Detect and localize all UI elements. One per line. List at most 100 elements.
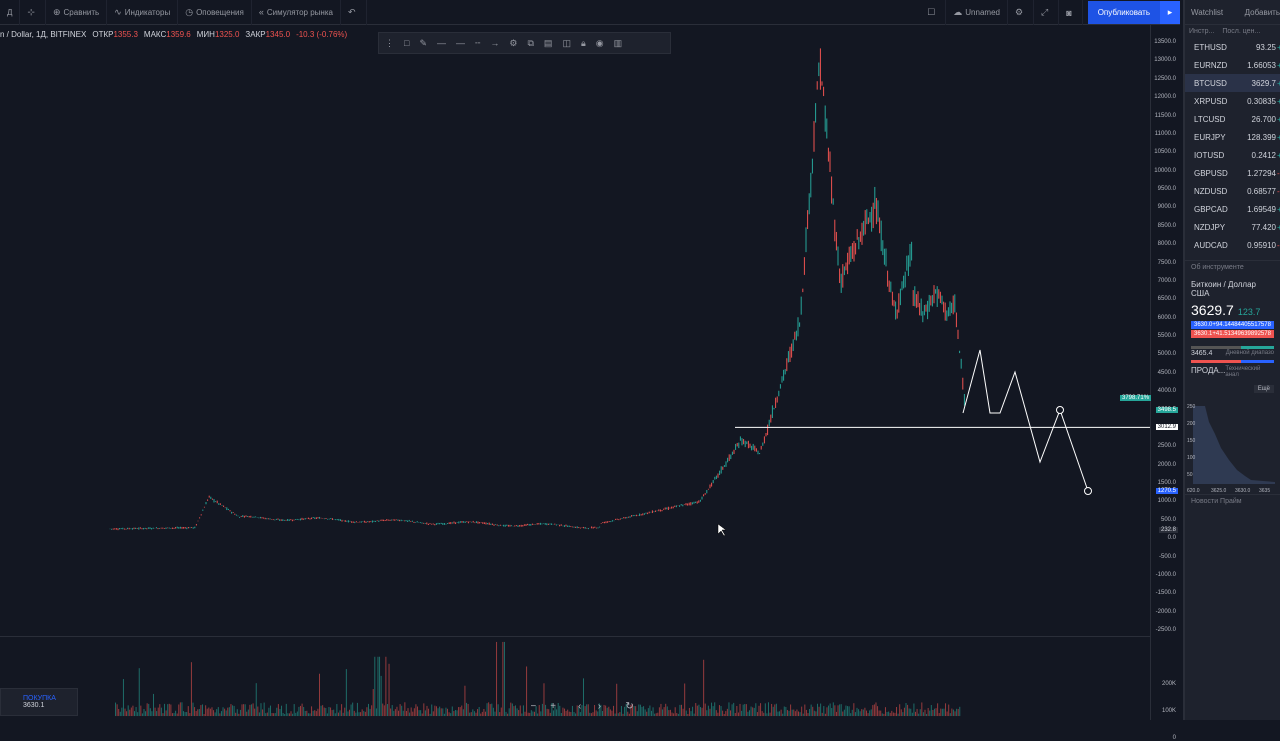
- drawing-handle[interactable]: [1056, 406, 1064, 414]
- drawing-toolbar: ⋮ □ ✎ — — ╌ → ⚙ ⧉ ▤ ◫ 🔒︎ ◉ ▥: [378, 32, 671, 54]
- watchlist-header: Watchlist Добавить: [1185, 0, 1280, 25]
- row-price: 93.25: [1255, 42, 1276, 52]
- fullscreen-icon[interactable]: ⤢: [1034, 0, 1060, 25]
- play-icon[interactable]: ▸: [1160, 1, 1180, 24]
- price-tick: 9000.0: [1157, 204, 1176, 211]
- plus-circle-icon: ⊕: [52, 6, 61, 17]
- line-dash-icon[interactable]: ╌: [474, 37, 481, 48]
- arrow-line-icon[interactable]: →: [490, 38, 500, 48]
- template-icon[interactable]: ⊹: [20, 0, 46, 25]
- depth-tick: 200: [1187, 421, 1196, 427]
- row-price: 0.30835: [1247, 96, 1276, 106]
- drag-handle-icon[interactable]: ⋮: [385, 37, 394, 48]
- watchlist-row[interactable]: GBPCAD 1.69549+0.0: [1185, 200, 1280, 218]
- lock-icon[interactable]: 🔒︎: [580, 37, 586, 48]
- close-label: ЗАКР: [245, 30, 266, 39]
- price-tick: -500.0: [1158, 553, 1176, 560]
- depth-x-tick: 3635: [1259, 488, 1270, 494]
- row-symbol: EURNZD: [1194, 60, 1228, 70]
- watchlist-row[interactable]: GBPUSD 1.27294-0.0: [1185, 164, 1280, 182]
- camera-icon[interactable]: ◙: [1059, 0, 1083, 25]
- visibility-icon[interactable]: ◫: [562, 37, 571, 48]
- settings-icon[interactable]: ⚙: [1008, 0, 1035, 25]
- row-change: +1: [1277, 114, 1280, 124]
- cloud-icon: ☁: [953, 7, 963, 17]
- watchlist-row[interactable]: EURNZD 1.66053+0.0: [1185, 56, 1280, 74]
- rectangle-icon[interactable]: □: [404, 38, 410, 48]
- pencil-icon[interactable]: ✎: [419, 37, 427, 48]
- price-tick: -2000.0: [1155, 608, 1176, 615]
- last-change: 123.7: [1237, 307, 1261, 317]
- row-price: 77.420: [1251, 222, 1276, 232]
- chart-legend: n / Dollar, 1Д, BITFINEX ОТКР1355.3 МАКС…: [0, 30, 347, 44]
- chart-nav-icon[interactable]: −: [531, 701, 537, 712]
- more-button[interactable]: Ещё: [1253, 385, 1274, 393]
- watchlist-row[interactable]: BTCUSD 3629.7+1: [1185, 74, 1280, 92]
- price-tick: -1000.0: [1155, 571, 1176, 578]
- row-symbol: AUDCAD: [1194, 240, 1228, 250]
- news-header[interactable]: Новости Прайм: [1185, 494, 1280, 508]
- price-tick: 1500.0: [1157, 480, 1176, 486]
- chart-nav-icon[interactable]: +: [550, 701, 556, 712]
- volume-pane[interactable]: − + ‹ › ↻: [0, 636, 1150, 720]
- price-axis[interactable]: 13500.0 13000.0 12500.0 12000.0 11500.0 11000…: [1150, 25, 1180, 741]
- watchlist-row[interactable]: ETHUSD 93.25 +: [1185, 38, 1280, 56]
- price-tick: 12000.0: [1154, 94, 1176, 101]
- row-change: -0.0: [1277, 240, 1280, 250]
- clone-icon[interactable]: ⧉: [527, 37, 534, 48]
- drawing-handle[interactable]: [1084, 487, 1092, 495]
- replay-button[interactable]: «Симулятор рынка: [252, 0, 341, 25]
- watchlist-row[interactable]: NZDUSD 0.68577-0.0: [1185, 182, 1280, 200]
- range-bar-bottom: [1191, 360, 1274, 363]
- change-value: -10.3 (-0.76%): [296, 30, 348, 39]
- watchlist-row[interactable]: NZDJPY 77.420+0: [1185, 218, 1280, 236]
- row-change: +0.0: [1277, 60, 1280, 70]
- high-value: 1359.6: [166, 30, 191, 39]
- price-tick: 12500.0: [1154, 75, 1176, 82]
- publish-button[interactable]: Опубликовать: [1087, 1, 1160, 24]
- depth-tick: 50: [1187, 472, 1193, 478]
- watchlist-row[interactable]: IOTUSD 0.2412+0.0: [1185, 146, 1280, 164]
- row-price: 128.399: [1247, 132, 1276, 142]
- watchlist-title[interactable]: Watchlist: [1191, 7, 1224, 17]
- tech-label[interactable]: Технический анал: [1225, 366, 1261, 378]
- indicators-button[interactable]: ∿ Индикаторы: [107, 0, 179, 25]
- gear-icon[interactable]: ⚙: [509, 37, 518, 48]
- row-symbol: EURJPY: [1194, 132, 1226, 142]
- col-price[interactable]: Посл. цен...: [1222, 28, 1261, 35]
- layers-icon[interactable]: ▤: [543, 37, 553, 48]
- zigzag-projection-drawing[interactable]: [962, 349, 1089, 492]
- layout-checkbox[interactable]: ☐: [920, 0, 947, 25]
- price-chart[interactable]: [0, 25, 1150, 635]
- chart-nav-icon[interactable]: ↻: [625, 701, 633, 712]
- about-header[interactable]: Об инструменте: [1185, 260, 1280, 274]
- buy-order-button[interactable]: ПОКУПКА 3630.1: [0, 688, 78, 716]
- row-symbol: NZDJPY: [1194, 222, 1226, 232]
- layout-name-button[interactable]: ☁ Unnamed: [946, 0, 1008, 25]
- ask-quote: 3630.1+41.51349639892578: [1191, 330, 1274, 338]
- interval-button[interactable]: Д: [0, 0, 21, 25]
- alerts-button[interactable]: ◷ Оповещения: [178, 0, 252, 25]
- trash-icon[interactable]: ▥: [613, 37, 623, 48]
- watchlist-row[interactable]: XRPUSD 0.30835+0.0: [1185, 92, 1280, 110]
- buy-label: ПОКУПКА: [23, 695, 56, 702]
- sell-label: ПРОДА...: [1191, 366, 1226, 375]
- line-width-icon[interactable]: —: [455, 38, 465, 48]
- topbar-right: ☐ ☁ Unnamed ⚙ ⤢ ◙ Опубликовать ▸: [920, 0, 1180, 25]
- chart-nav-icon[interactable]: ›: [598, 701, 601, 712]
- watchlist-row[interactable]: LTCUSD 26.700+1: [1185, 110, 1280, 128]
- cursor-price-tag: 1270.5: [1155, 488, 1178, 495]
- row-change: +0.0: [1277, 204, 1280, 214]
- volume-tick: 0: [1172, 735, 1176, 741]
- eye-icon[interactable]: ◉: [595, 37, 604, 48]
- undo-icon[interactable]: ↶: [341, 0, 367, 25]
- chart-nav-icon[interactable]: ‹: [578, 701, 581, 712]
- col-instrument[interactable]: Инстр...: [1189, 28, 1215, 35]
- line-style-icon[interactable]: —: [436, 38, 446, 48]
- watchlist-row[interactable]: AUDCAD 0.95910-0.0: [1185, 236, 1280, 254]
- add-symbol-button[interactable]: Добавить: [1244, 7, 1280, 17]
- low-label: МИН: [196, 30, 215, 39]
- compare-button[interactable]: ⊕ Сравнить: [46, 0, 108, 25]
- watchlist-row[interactable]: EURJPY 128.399+0: [1185, 128, 1280, 146]
- symbol-title[interactable]: n / Dollar, 1Д, BITFINEX: [0, 30, 87, 39]
